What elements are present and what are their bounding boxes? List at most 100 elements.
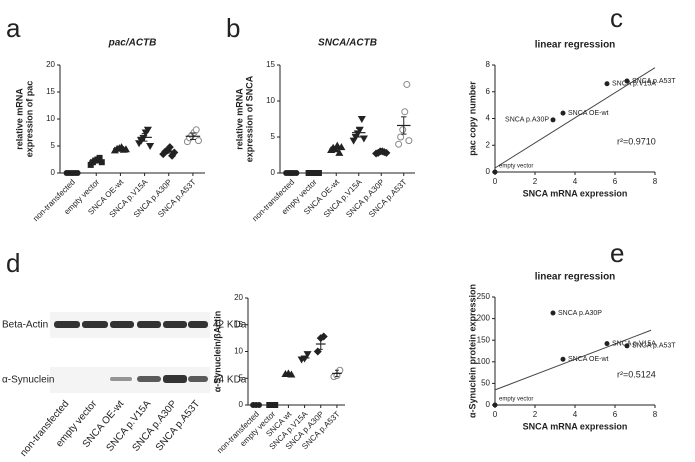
- point: [303, 351, 312, 359]
- panel-letter: a: [6, 13, 21, 43]
- annotation: r²=0.9710: [617, 136, 656, 146]
- synuclein-bands: [110, 375, 208, 383]
- point: [143, 126, 152, 134]
- panel-letter: d: [6, 248, 20, 278]
- size-label: 42 KDa: [213, 320, 247, 331]
- chart-title: SNCA/ACTB: [318, 38, 377, 49]
- x-tick-label: 0: [493, 177, 498, 186]
- x-tick-label: 6: [613, 177, 618, 186]
- lane-label: non-transfected: [18, 399, 71, 459]
- y-axis-label: pac copy number: [467, 81, 477, 156]
- point: [359, 135, 368, 143]
- fit-line: [494, 67, 656, 169]
- y-tick-label: 5: [51, 141, 56, 150]
- point-label: SNCA p.A53T: [632, 343, 676, 350]
- y-tick-label: 20: [234, 293, 243, 302]
- y-axis-label: relative mRNA: [14, 88, 24, 150]
- point: [192, 126, 200, 134]
- band-label: Beta-Actin: [2, 320, 48, 331]
- y-tick-label: 15: [234, 320, 243, 329]
- point-label: SNCA OE-wt: [568, 110, 609, 117]
- y-tick-label: 0: [51, 168, 56, 177]
- x-tick-label: 0: [493, 410, 498, 419]
- x-tick-label: 8: [653, 177, 658, 186]
- annotation: r²=0.5124: [617, 369, 656, 379]
- point: [98, 159, 105, 166]
- chart-title: linear regression: [535, 272, 616, 283]
- y-tick-label: 150: [477, 335, 491, 344]
- y-tick-label: 5: [239, 373, 244, 382]
- point-label: empty vector: [499, 164, 533, 170]
- point: [139, 134, 148, 142]
- y-tick-label: 5: [271, 132, 276, 141]
- point: [492, 402, 498, 408]
- x-tick-label: non-transfected: [31, 178, 77, 224]
- x-tick-label: 2: [533, 177, 538, 186]
- y-tick-label: 0: [271, 168, 276, 177]
- size-label: 14 KDa: [213, 375, 247, 386]
- point: [401, 108, 409, 116]
- point: [560, 110, 566, 116]
- y-tick-label: 2: [486, 140, 491, 149]
- y-tick-label: 20: [46, 60, 55, 69]
- point: [165, 143, 174, 152]
- x-axis-label: SNCA mRNA expression: [523, 188, 628, 198]
- y-tick-label: 8: [486, 60, 491, 69]
- panel-letter: b: [226, 13, 240, 43]
- y-tick-label: 10: [266, 96, 275, 105]
- point: [492, 169, 498, 175]
- point: [624, 343, 630, 349]
- x-tick-label: 4: [573, 177, 578, 186]
- point: [550, 310, 556, 316]
- point: [399, 126, 407, 134]
- y-tick-label: 0: [239, 400, 244, 409]
- chart-title: pac/ACTB: [108, 38, 157, 49]
- y-tick-label: 10: [234, 347, 243, 356]
- y-tick-label: 4: [486, 114, 491, 123]
- y-tick-label: 100: [477, 357, 491, 366]
- point: [403, 80, 411, 88]
- panel-letter: c: [610, 3, 623, 33]
- point-label: SNCA p.A30P: [505, 117, 549, 124]
- point: [560, 356, 566, 362]
- point-label: SNCA OE-wt: [568, 356, 609, 363]
- point-label: SNCA p.V15A: [612, 81, 656, 88]
- point: [170, 148, 179, 157]
- y-tick-label: 15: [266, 60, 275, 69]
- y-axis-label: relative mRNA: [234, 88, 244, 150]
- y-tick-label: 15: [46, 87, 55, 96]
- band-label: α-Synuclein: [2, 375, 54, 386]
- y-tick-label: 200: [477, 314, 491, 323]
- point: [96, 154, 103, 161]
- point: [405, 137, 413, 145]
- x-tick-label: 2: [533, 410, 538, 419]
- chart-title: linear regression: [535, 40, 616, 51]
- point-label: SNCA p.A30P: [558, 310, 602, 317]
- point: [550, 117, 556, 123]
- x-tick-label: 4: [573, 410, 578, 419]
- point: [194, 137, 202, 145]
- point: [395, 140, 403, 148]
- point: [146, 143, 155, 150]
- point: [397, 133, 405, 141]
- point: [624, 78, 630, 84]
- y-axis-label: expression of pac: [24, 81, 34, 158]
- fit-line: [494, 329, 652, 391]
- point: [604, 341, 610, 347]
- y-tick-label: 10: [46, 114, 55, 123]
- y-tick-label: 6: [486, 87, 491, 96]
- point: [604, 81, 610, 87]
- point-label: SNCA p.V15A: [612, 340, 656, 347]
- point: [335, 148, 344, 156]
- y-tick-label: 250: [477, 292, 491, 301]
- x-tick-label: 8: [653, 410, 658, 419]
- y-axis-label: expression of SNCA: [244, 75, 254, 162]
- point-label: empty vector: [499, 397, 533, 403]
- point-label: SNCA p.A53T: [632, 78, 676, 85]
- actin-bands: [54, 321, 208, 328]
- y-tick-label: 50: [481, 379, 490, 388]
- point: [382, 148, 391, 157]
- x-axis-label: SNCA mRNA expression: [523, 421, 628, 431]
- y-tick-label: 0: [486, 400, 491, 409]
